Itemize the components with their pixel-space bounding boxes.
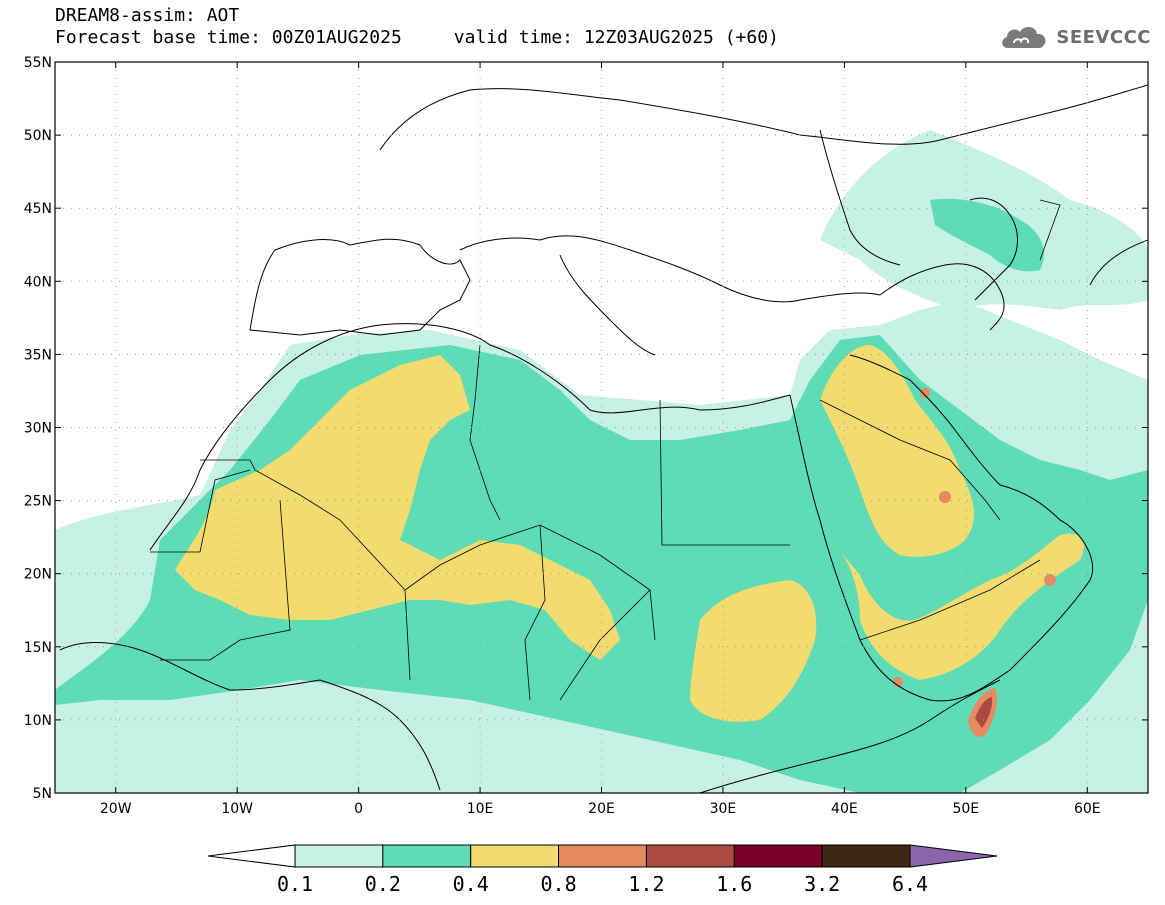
aot-hotspot (939, 491, 951, 503)
map-title: DREAM8-assim: AOT (55, 5, 240, 26)
aot-band-0.4-sudan (690, 580, 817, 722)
aot-hotspot-socotra-core (975, 697, 993, 728)
lat-label: 50N (24, 128, 52, 144)
colorbar-label: 3.2 (804, 872, 840, 896)
colorbar-swatch (294, 844, 384, 868)
seevccc-logo: SEEVCCC (998, 22, 1151, 52)
colorbar-label: 6.4 (892, 872, 928, 896)
colorbar-swatch (821, 844, 911, 868)
lat-label: 25N (24, 494, 52, 510)
colorbar-swatch (558, 844, 647, 868)
lat-label: 20N (24, 567, 52, 583)
colorbar-high-arrow (909, 844, 998, 868)
lon-label: 60E (1074, 801, 1101, 817)
cloud-icon (1002, 26, 1046, 48)
time-line: Forecast base time: 00Z01AUG2025 valid ti… (55, 28, 779, 48)
colorbar-swatch (645, 844, 735, 868)
lon-label: 20E (588, 801, 615, 817)
colorbar-label: 0.2 (365, 872, 401, 896)
logo-text: SEEVCCC (1056, 26, 1151, 48)
lat-label: 10N (24, 713, 52, 729)
longitude-axis: 20W 10W 0 10E 20E 30E 40E 50E 60E (100, 62, 1101, 817)
aot-hotspot (920, 388, 930, 398)
aot-band-0.4-arabia (820, 345, 975, 557)
aot-band-0.4-yemen (835, 533, 1084, 680)
aot-hotspot (1044, 574, 1056, 586)
aot-hotspot (893, 677, 903, 687)
aot-field (55, 130, 1148, 793)
lon-label: 40E (831, 801, 858, 817)
lat-label: 15N (24, 640, 52, 656)
lat-label: 5N (33, 786, 52, 802)
colorbar-swatch (733, 844, 823, 868)
colorbar-swatch (382, 844, 472, 868)
base-time: Forecast base time: 00Z01AUG2025 (55, 27, 402, 48)
lat-label: 45N (24, 201, 52, 217)
lon-label: 30E (710, 801, 737, 817)
lat-label: 35N (24, 347, 52, 363)
lat-label: 30N (24, 421, 52, 437)
lon-label: 20W (100, 801, 132, 817)
lon-label: 0 (354, 801, 363, 817)
colorbar-label: 1.6 (716, 872, 752, 896)
colorbar-label: 0.8 (541, 872, 577, 896)
colorbar-label: 0.4 (453, 872, 489, 896)
country-borders (150, 199, 1061, 701)
valid-time: valid time: 12Z03AUG2025 (+60) (453, 27, 779, 48)
lon-label: 50E (952, 801, 979, 817)
lat-label: 55N (24, 55, 52, 71)
colorbar: 0.1 0.2 0.4 0.8 1.2 1.6 3.2 6.4 (207, 844, 998, 896)
lon-label: 10W (221, 801, 253, 817)
colorbar-low-arrow (207, 844, 296, 868)
colorbar-label: 0.1 (277, 872, 313, 896)
colorbar-label: 1.2 (628, 872, 664, 896)
coastlines (59, 84, 1148, 793)
latitude-axis: 5N 10N 15N 20N 25N 30N 35N 40N 45N 50N 55N (24, 55, 1148, 802)
lat-label: 40N (24, 274, 52, 290)
colorbar-swatch (470, 844, 560, 868)
lon-label: 10E (467, 801, 494, 817)
